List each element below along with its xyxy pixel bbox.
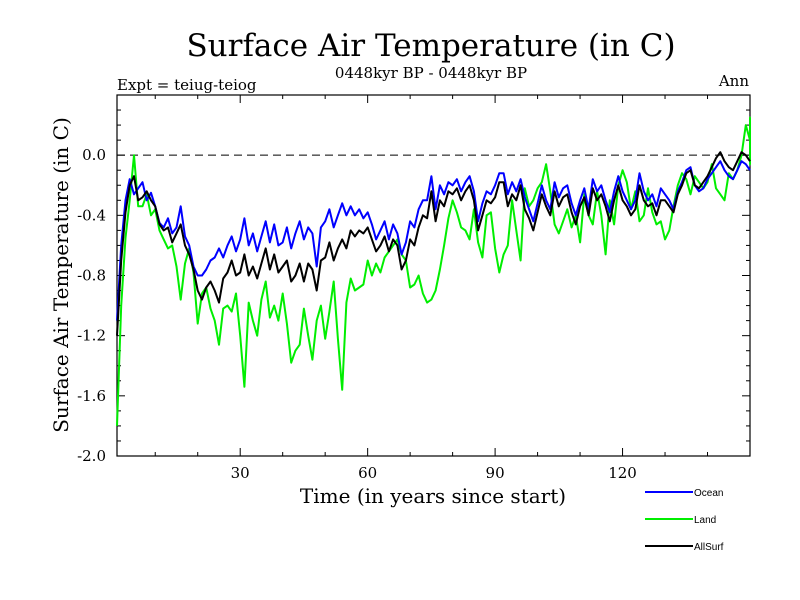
y-tick-label: -1.2 [77, 327, 106, 345]
x-axis-label: Time (in years since start) [300, 484, 566, 508]
y-tick-label: -0.8 [77, 267, 106, 285]
y-tick-label: -2.0 [77, 447, 106, 465]
x-tick-label: 60 [358, 464, 377, 482]
y-tick-labels: -2.0 -1.6 -1.2 -0.8 -0.4 0.0 [77, 146, 106, 465]
legend-label-allsurf: AllSurf [694, 542, 724, 553]
experiment-label: Expt = teiug-teiog [117, 76, 257, 94]
series-line-land [116, 116, 751, 426]
chart-title: Surface Air Temperature (in C) [186, 28, 675, 64]
x-tick-label: 90 [486, 464, 505, 482]
x-tick-label: 120 [608, 464, 637, 482]
y-tick-label: -0.4 [77, 206, 106, 224]
series-line-ocean [116, 160, 751, 321]
y-tick-label: -1.6 [77, 387, 106, 405]
series-lines [116, 116, 751, 426]
chart-subtitle: 0448kyr BP - 0448kyr BP [335, 64, 527, 82]
plot-area [116, 94, 751, 457]
y-tick-label: 0.0 [82, 146, 106, 164]
legend-label-ocean: Ocean [694, 488, 723, 499]
series-line-allsurf [116, 151, 751, 336]
x-tick-label: 30 [231, 464, 250, 482]
y-axis-label: Surface Air Temperature (in C) [49, 117, 73, 433]
x-tick-labels: 30 60 90 120 [231, 464, 637, 482]
legend-label-land: Land [694, 515, 716, 526]
legend: Ocean Land AllSurf [645, 488, 724, 553]
season-label: Ann [718, 72, 749, 90]
